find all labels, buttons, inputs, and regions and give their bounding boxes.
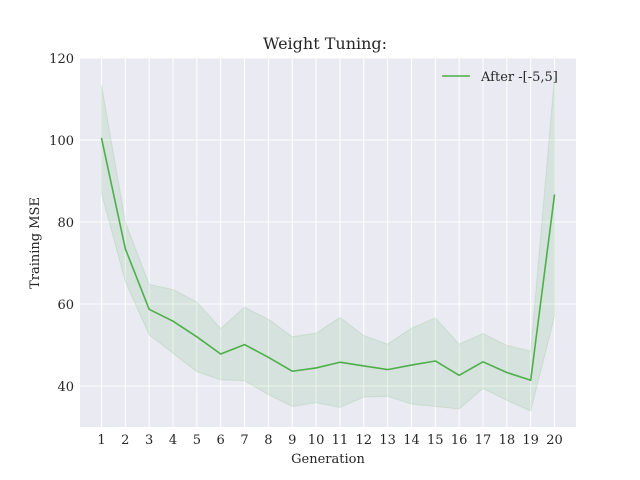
x-tick-label: 3 <box>145 433 153 448</box>
x-axis-label: Generation <box>291 452 365 467</box>
chart-title: Weight Tuning: <box>263 34 387 53</box>
x-tick-label: 7 <box>240 433 248 448</box>
x-tick-label: 14 <box>403 433 420 448</box>
x-tick-label: 4 <box>169 433 177 448</box>
x-tick-label: 6 <box>217 433 225 448</box>
x-tick-label: 19 <box>522 433 539 448</box>
x-tick-label: 9 <box>288 433 296 448</box>
x-tick-label: 2 <box>121 433 129 448</box>
y-tick-label: 100 <box>49 134 74 149</box>
y-tick-label: 60 <box>57 298 74 313</box>
y-tick-label: 80 <box>57 216 74 231</box>
x-tick-label: 18 <box>499 433 516 448</box>
x-tick-labels: 1 2 3 4 5 6 7 8 9 10 11 12 13 14 15 16 17 18 19 20 <box>97 433 562 448</box>
legend: After -[-5,5] <box>442 70 558 85</box>
series-band <box>100 76 556 412</box>
series-lines <box>100 137 556 382</box>
x-tick-label: 5 <box>193 433 201 448</box>
y-axis-label: Training MSE <box>28 197 43 289</box>
x-tick-label: 16 <box>451 433 468 448</box>
x-tick-label: 12 <box>355 433 372 448</box>
confidence-band <box>100 76 556 412</box>
x-tick-label: 11 <box>332 433 349 448</box>
x-tick-label: 13 <box>379 433 396 448</box>
x-tick-label: 20 <box>546 433 563 448</box>
legend-label: After -[-5,5] <box>480 70 558 85</box>
x-tick-label: 17 <box>475 433 492 448</box>
grid-lines <box>80 57 576 427</box>
x-tick-label: 8 <box>264 433 272 448</box>
x-tick-label: 15 <box>427 433 444 448</box>
x-tick-label: 1 <box>97 433 105 448</box>
x-tick-label: 10 <box>308 433 325 448</box>
y-tick-labels: 40 60 80 100 120 <box>49 52 74 395</box>
y-tick-label: 120 <box>49 52 74 67</box>
y-tick-label: 40 <box>57 380 74 395</box>
series-line <box>100 137 556 382</box>
